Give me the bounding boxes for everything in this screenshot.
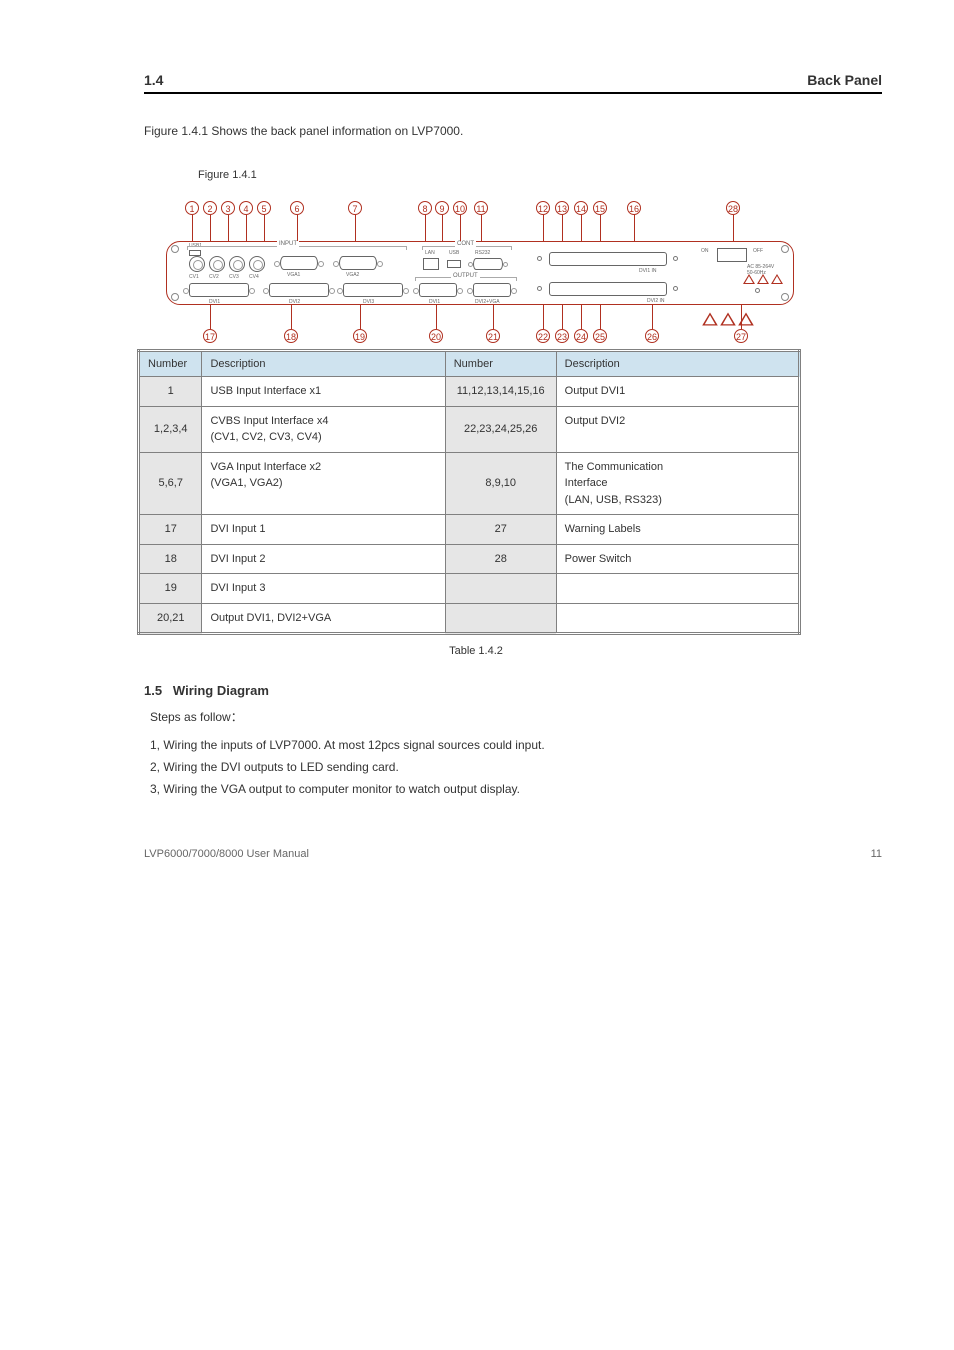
section-title: Back Panel (807, 72, 882, 88)
subsection-intro: Steps as follow： (150, 708, 882, 727)
table-header-desc: Description (556, 351, 799, 377)
callout-4: 4 (239, 201, 253, 215)
callout-3: 3 (221, 201, 235, 215)
footer-right: 11 (871, 848, 882, 860)
callout-14: 14 (574, 201, 588, 215)
callout-10: 10 (453, 201, 467, 215)
table-row: 19DVI Input 3 (139, 574, 800, 604)
section-header: 1.4 Back Panel (144, 72, 882, 94)
callout-18: 18 (284, 329, 298, 343)
callout-13: 13 (555, 201, 569, 215)
callout-8: 8 (418, 201, 432, 215)
section-number: 1.4 (144, 72, 163, 88)
table-header-desc: Description (202, 351, 445, 377)
step-item: 2, Wiring the DVI outputs to LED sending… (150, 757, 882, 779)
panel-outline: USB1 INPUT CV1 CV2 CV3 CV4 VGA1 VGA2 DVI… (166, 241, 794, 305)
page-footer: LVP6000/7000/8000 User Manual 11 (144, 848, 882, 860)
footer-left: LVP6000/7000/8000 User Manual (144, 848, 309, 860)
callout-21: 21 (486, 329, 500, 343)
table-row: 1,2,3,4CVBS Input Interface x4 (CV1, CV2… (139, 406, 800, 452)
spec-table: Number Description Number Description 1U… (137, 349, 801, 635)
callout-23: 23 (555, 329, 569, 343)
callout-22: 22 (536, 329, 550, 343)
table-header-number: Number (445, 351, 556, 377)
table-header-number: Number (139, 351, 202, 377)
step-item: 3, Wiring the VGA output to computer mon… (150, 779, 882, 801)
callout-26: 26 (645, 329, 659, 343)
callout-16: 16 (627, 201, 641, 215)
warning-icons (704, 314, 752, 324)
callout-15: 15 (593, 201, 607, 215)
callout-25: 25 (593, 329, 607, 343)
callout-17: 17 (203, 329, 217, 343)
callout-11: 11 (474, 201, 488, 215)
callout-27: 27 (734, 329, 748, 343)
callout-1: 1 (185, 201, 199, 215)
callout-20: 20 (429, 329, 443, 343)
callout-9: 9 (435, 201, 449, 215)
table-caption: Table 1.4.2 (196, 645, 756, 657)
table-row: 17DVI Input 127Warning Labels (139, 515, 800, 545)
step-item: 1, Wiring the inputs of LVP7000. At most… (150, 735, 882, 757)
subsection-title: Wiring Diagram (173, 683, 269, 698)
subsection-header: 1.5 Wiring Diagram (144, 683, 882, 698)
subsection-number: 1.5 (144, 683, 162, 698)
header-rule (144, 92, 882, 94)
table-row: 18DVI Input 228Power Switch (139, 544, 800, 574)
callout-28: 28 (726, 201, 740, 215)
table-row: 5,6,7VGA Input Interface x2 (VGA1, VGA2)… (139, 452, 800, 515)
callout-2: 2 (203, 201, 217, 215)
callout-12: 12 (536, 201, 550, 215)
back-panel-diagram: USB1 INPUT CV1 CV2 CV3 CV4 VGA1 VGA2 DVI… (156, 199, 794, 349)
table-row: 1USB Input Interface x111,12,13,14,15,16… (139, 377, 800, 407)
figure-caption: Figure 1.4.1 (198, 169, 882, 181)
table-row: 20,21Output DVI1, DVI2+VGA (139, 603, 800, 634)
callout-5: 5 (257, 201, 271, 215)
intro-text: Figure 1.4.1 Shows the back panel inform… (144, 122, 882, 141)
callout-7: 7 (348, 201, 362, 215)
callout-24: 24 (574, 329, 588, 343)
callout-6: 6 (290, 201, 304, 215)
callout-19: 19 (353, 329, 367, 343)
steps-list: 1, Wiring the inputs of LVP7000. At most… (150, 735, 882, 800)
